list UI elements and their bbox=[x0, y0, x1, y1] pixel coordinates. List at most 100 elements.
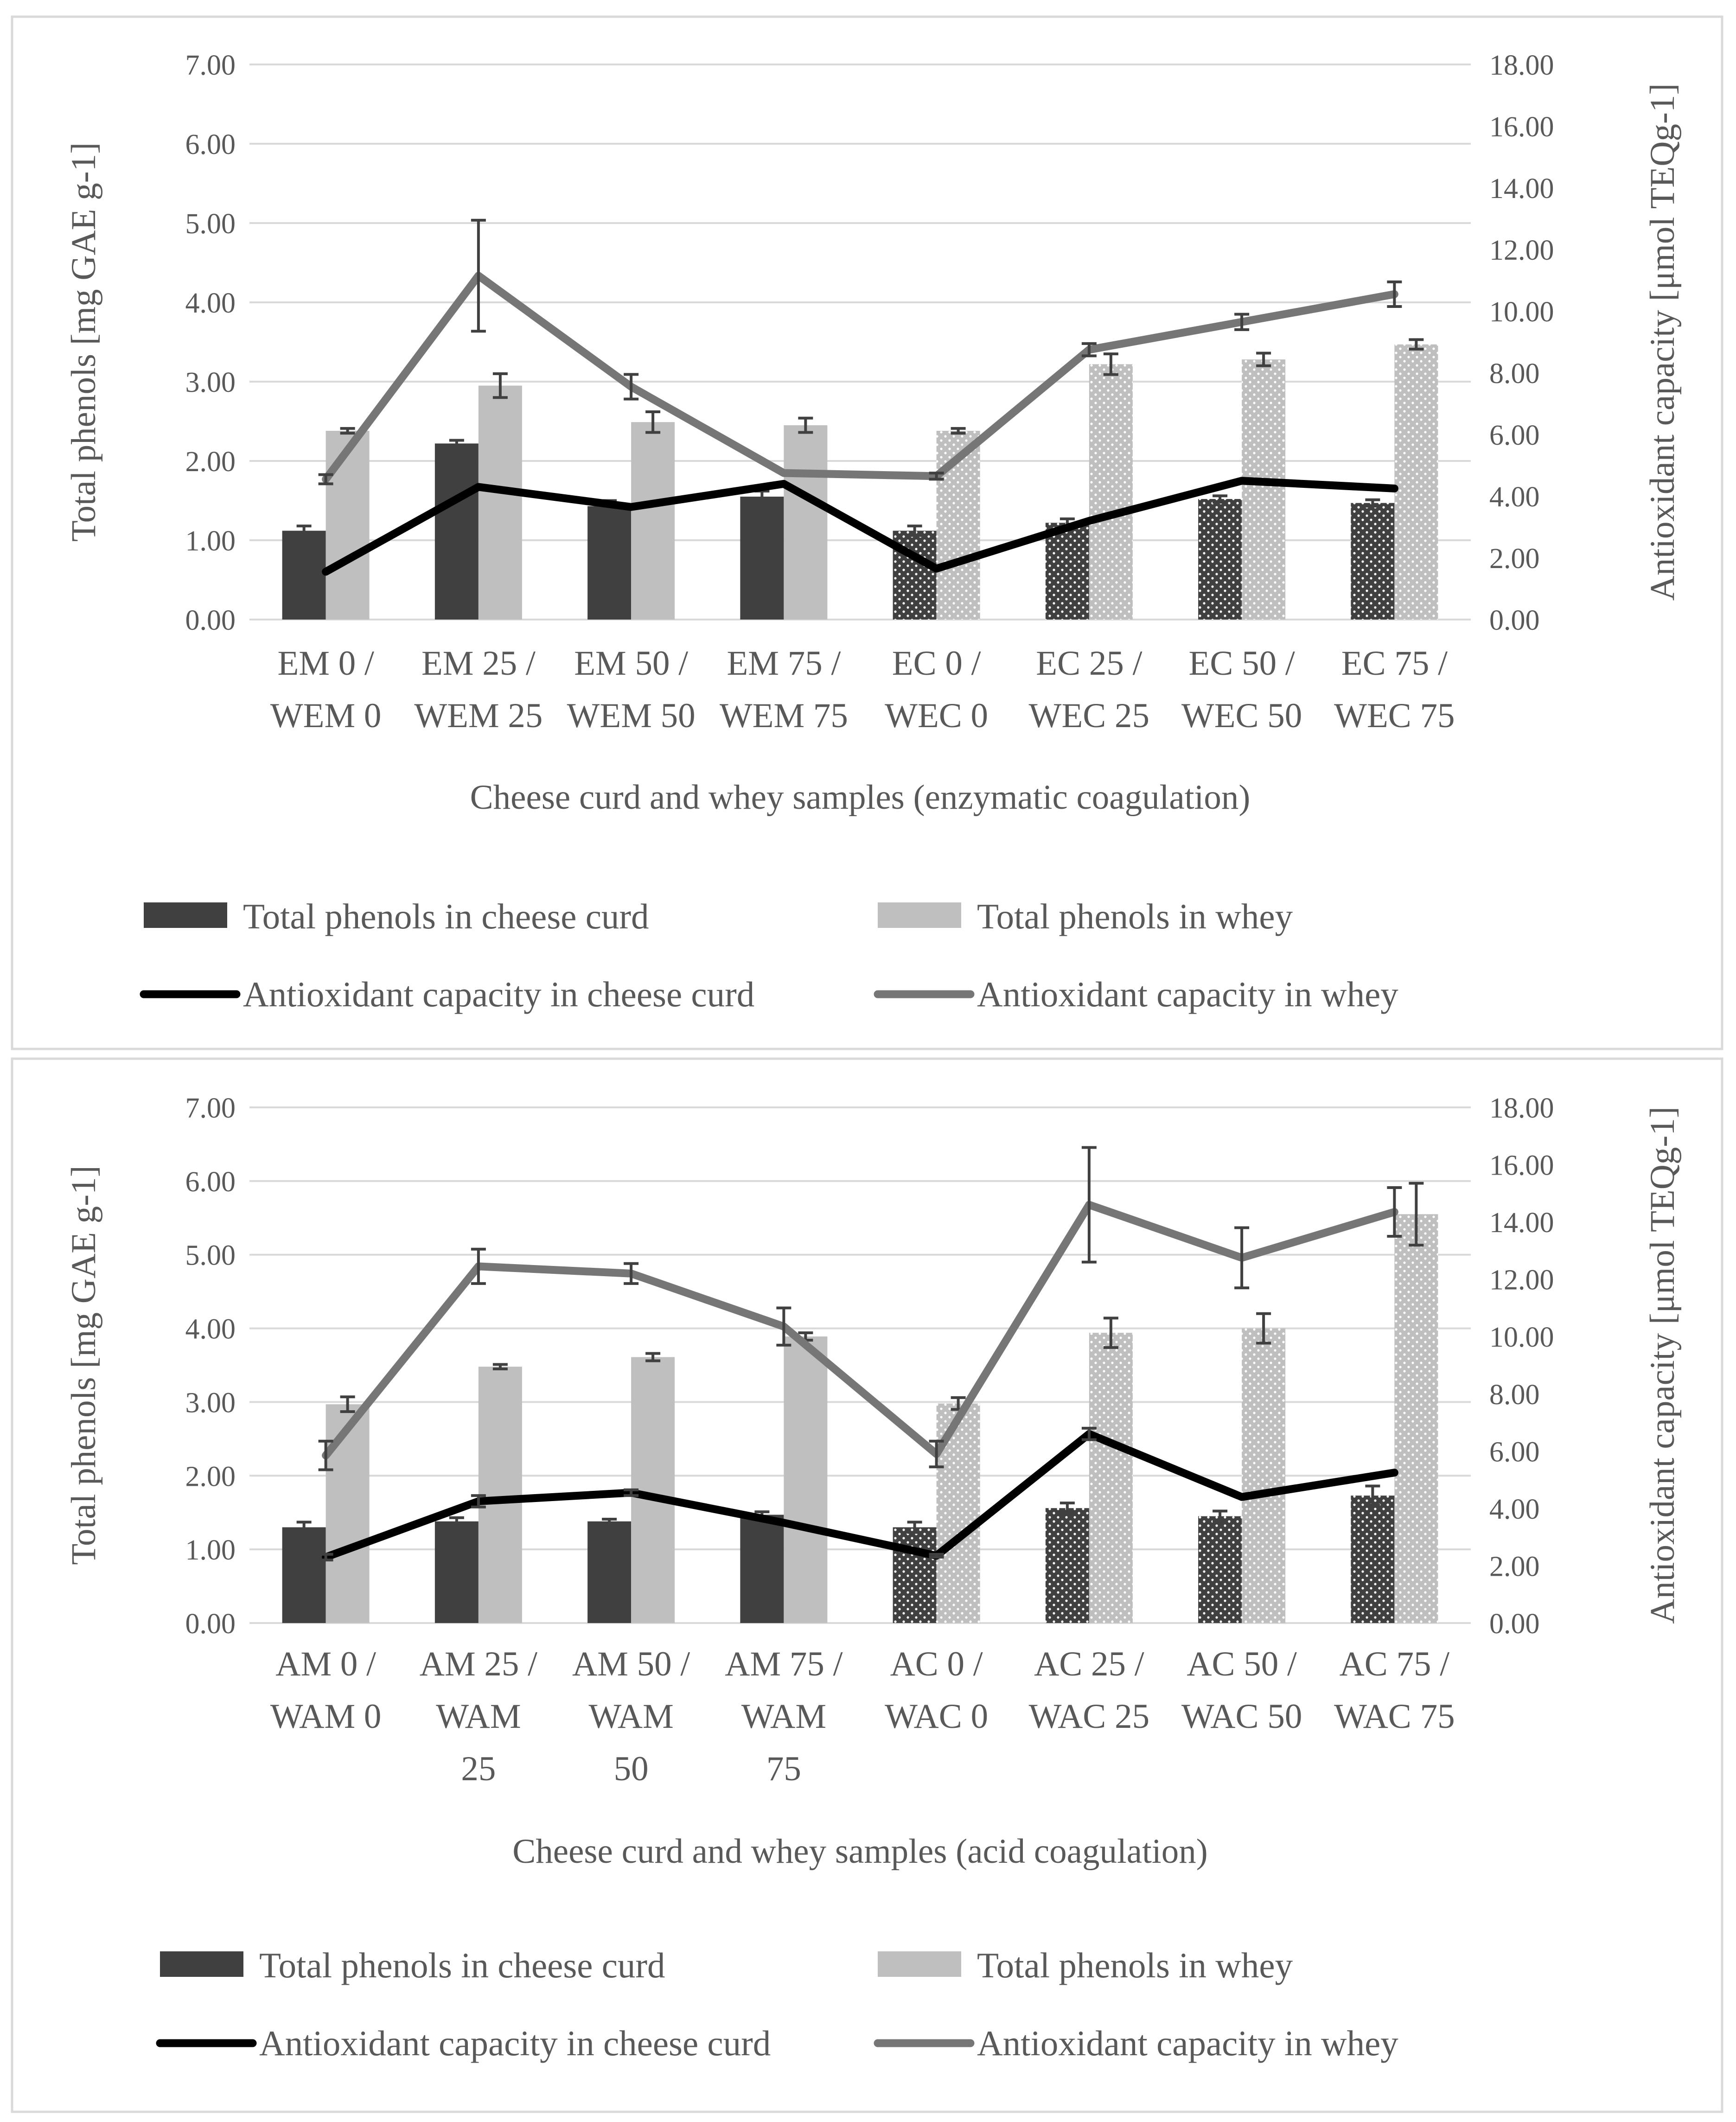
x-tick-label-line: 25 bbox=[461, 1750, 496, 1788]
y2-tick-label: 8.00 bbox=[1489, 1379, 1540, 1411]
bar-whey bbox=[478, 385, 522, 620]
bar-whey-error-bar bbox=[798, 416, 813, 434]
legend-label: Antioxidant capacity in whey bbox=[977, 2023, 1398, 2063]
line-antioxidant-whey-error-bar bbox=[318, 473, 333, 486]
line-antioxidant-whey-error-bar bbox=[1234, 313, 1250, 331]
x-tick-label: AC 75 / WAC 75 bbox=[1334, 1645, 1455, 1736]
legend-item: Antioxidant capacity in cheese curd bbox=[156, 2023, 771, 2063]
bar-curd bbox=[282, 530, 326, 620]
line-antioxidant-curd-point bbox=[477, 486, 479, 488]
bar-whey-error-bar bbox=[951, 427, 966, 435]
line-antioxidant-whey bbox=[322, 1201, 1398, 1460]
bar-whey-error-bar bbox=[340, 1395, 355, 1413]
x-tick-label-line: WEC 50 bbox=[1181, 697, 1302, 735]
y-tick-label: 4.00 bbox=[185, 1314, 236, 1345]
bar-curd bbox=[1045, 523, 1089, 620]
legend-swatch bbox=[878, 902, 961, 928]
bar-whey bbox=[1242, 359, 1286, 620]
x-tick-label: AC 25 / WAC 25 bbox=[1029, 1645, 1149, 1736]
x-tick-label-line: EM 0 / bbox=[277, 644, 374, 683]
x-tick-label-line: WEM 75 bbox=[720, 697, 848, 735]
line-antioxidant-curd-error-bar bbox=[929, 1553, 944, 1559]
legend-item: Antioxidant capacity in whey bbox=[874, 974, 1398, 1014]
x-axis-title: Cheese curd and whey samples (acid coagu… bbox=[512, 1832, 1207, 1871]
bar-whey-error-bar bbox=[1103, 1317, 1118, 1349]
x-tick-label: EM 25 / WEM 25 bbox=[414, 644, 542, 735]
y-tick-label: 0.00 bbox=[185, 605, 236, 636]
bar-curd-error-bar bbox=[1213, 1509, 1228, 1523]
y2-tick-label: 6.00 bbox=[1489, 420, 1540, 451]
bar-whey bbox=[784, 425, 828, 620]
x-tick-label-line: AM 50 / bbox=[572, 1645, 690, 1683]
panel-frame bbox=[11, 1057, 1723, 2113]
bar-curd bbox=[1351, 503, 1395, 620]
line-antioxidant-curd-point bbox=[1241, 1496, 1243, 1498]
bar-whey-error-bar bbox=[1103, 352, 1118, 376]
y-tick-label: 2.00 bbox=[185, 446, 236, 478]
x-tick-label-line: EM 75 / bbox=[727, 644, 841, 683]
y2-tick-label: 16.00 bbox=[1489, 1150, 1554, 1182]
bar-whey bbox=[326, 1404, 370, 1623]
x-tick-label: EC 50 / WEC 50 bbox=[1181, 644, 1302, 735]
legend: Total phenols in cheese curd Total phenol… bbox=[156, 1945, 1398, 2063]
x-tick-label: AM 50 / WAM 50 bbox=[572, 1645, 690, 1788]
bar-whey-error-bar bbox=[1409, 1182, 1424, 1247]
legend-label: Total phenols in whey bbox=[977, 1945, 1293, 1985]
bar-curd-error-bar bbox=[296, 524, 312, 537]
bar-whey-error-bar bbox=[1409, 338, 1424, 351]
legend-swatch bbox=[878, 1951, 961, 1977]
bar-whey-error-bar bbox=[492, 1363, 508, 1370]
y2-tick-label: 8.00 bbox=[1489, 358, 1540, 390]
x-tick-label: EM 75 / WEM 75 bbox=[720, 644, 848, 735]
bar-whey bbox=[1394, 344, 1438, 620]
x-tick-label: AM 75 / WAM 75 bbox=[725, 1645, 842, 1788]
bar-curd bbox=[1198, 499, 1242, 620]
y2-tick-label: 4.00 bbox=[1489, 1494, 1540, 1525]
y-tick-label: 6.00 bbox=[185, 129, 236, 160]
bar-whey bbox=[326, 431, 370, 620]
line-antioxidant-curd bbox=[322, 1430, 1398, 1561]
bar-curd bbox=[434, 443, 479, 620]
legend-item: Antioxidant capacity in whey bbox=[874, 2023, 1398, 2063]
bar-whey bbox=[1242, 1328, 1286, 1623]
x-tick-label: EC 75 / WEC 75 bbox=[1334, 644, 1455, 735]
bar-curd-error-bar bbox=[1365, 1484, 1380, 1507]
y2-tick-label: 2.00 bbox=[1489, 1551, 1540, 1582]
legend-item: Total phenols in cheese curd bbox=[160, 1945, 665, 1985]
bar-curd bbox=[1045, 1508, 1089, 1623]
line-antioxidant-whey-error-bar bbox=[624, 373, 639, 401]
x-tick-label-line: AC 75 / bbox=[1340, 1645, 1450, 1683]
y-tick-label: 7.00 bbox=[185, 50, 236, 81]
x-tick-label: EC 0 / WEC 0 bbox=[885, 644, 988, 735]
bar-curd bbox=[1351, 1496, 1395, 1623]
legend: Total phenols in cheese curd Total phenol… bbox=[140, 896, 1398, 1014]
legend-label: Total phenols in cheese curd bbox=[243, 896, 649, 936]
line-antioxidant-curd-point bbox=[783, 483, 785, 485]
x-tick-label-line: WAM bbox=[741, 1697, 826, 1736]
line-antioxidant-whey-error-bar bbox=[776, 1306, 791, 1347]
bar-curd bbox=[587, 1521, 632, 1623]
legend-label: Antioxidant capacity in cheese curd bbox=[243, 974, 754, 1014]
line-antioxidant-curd-point bbox=[630, 506, 632, 508]
y-tick-label: 3.00 bbox=[185, 1387, 236, 1419]
legend-label: Total phenols in whey bbox=[977, 896, 1293, 936]
line-antioxidant-curd-point bbox=[783, 1521, 785, 1524]
y2-tick-label: 18.00 bbox=[1489, 1093, 1554, 1124]
x-tick-label-line: WAC 0 bbox=[885, 1697, 988, 1736]
x-tick-label: EC 25 / WEC 25 bbox=[1029, 644, 1149, 735]
x-tick-label-line: WEC 25 bbox=[1029, 697, 1149, 735]
legend-label: Antioxidant capacity in whey bbox=[977, 974, 1398, 1014]
x-tick-label-line: EC 75 / bbox=[1341, 644, 1448, 683]
x-tick-label-line: WAC 75 bbox=[1334, 1697, 1455, 1736]
bar-curd-error-bar bbox=[602, 1518, 617, 1525]
line-antioxidant-curd-error-bar bbox=[624, 1488, 639, 1497]
x-tick-label-line: EC 0 / bbox=[892, 644, 981, 683]
line-antioxidant-curd-error-bar bbox=[318, 1553, 333, 1562]
bar-curd bbox=[893, 1527, 937, 1623]
bar-whey bbox=[631, 422, 675, 620]
line-antioxidant-whey-error-bar bbox=[1081, 342, 1097, 358]
line-antioxidant-whey-error-bar bbox=[1387, 1186, 1402, 1238]
x-tick-label-line: AC 0 / bbox=[890, 1645, 983, 1683]
line-antioxidant-curd-point bbox=[935, 568, 938, 570]
x-tick-label-line: WAM 0 bbox=[270, 1697, 382, 1736]
